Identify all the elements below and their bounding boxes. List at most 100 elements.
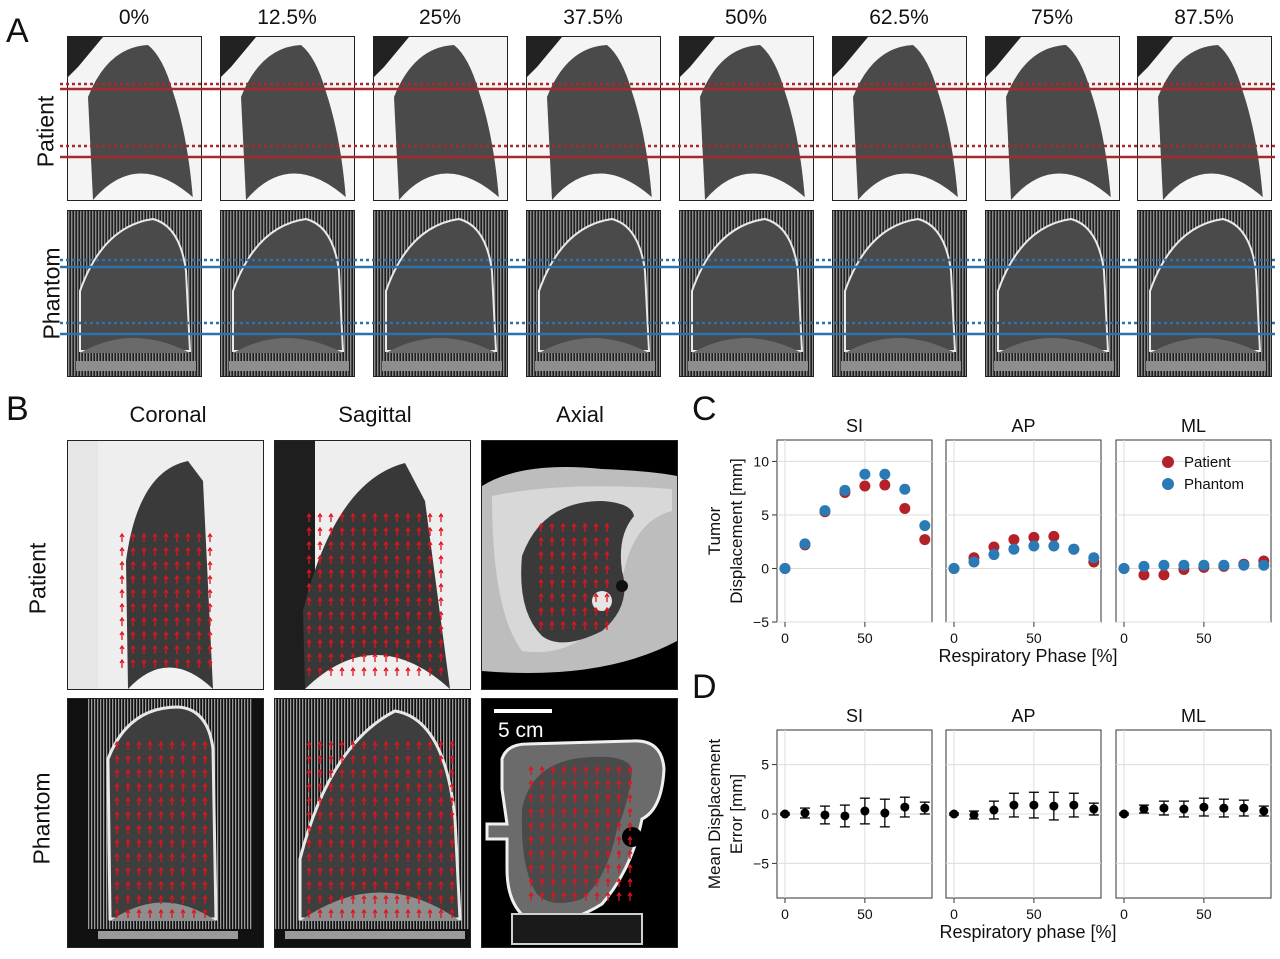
row-label-phantom-b: Phantom [28,772,55,865]
data-point [1028,531,1040,543]
subplot-title: SI [846,416,863,436]
patient-ct-tile [985,36,1120,201]
y-tick-label: 0 [761,806,769,822]
x-tick-label: 0 [781,630,789,646]
phantom-ct-tile [1137,210,1272,377]
y-tick-label: 5 [761,507,769,523]
data-point [1219,803,1229,813]
data-point [1089,804,1099,814]
data-point [1198,559,1210,571]
subplot-title: AP [1011,706,1035,726]
x-tick-label: 0 [781,906,789,922]
legend-marker [1162,456,1174,468]
data-point [948,562,960,574]
data-point [859,480,871,492]
phase-header: 12.5% [257,6,317,29]
patient-sagittal-image [274,440,471,690]
data-point [799,538,811,550]
tracking-lines [60,82,1275,336]
y-axis-label: Displacement [mm] [727,458,746,603]
phase-header: 87.5% [1174,6,1234,29]
data-point [819,505,831,517]
phantom-ct-tile [679,210,814,377]
chart-c: 0 50 −5 0 5 10 SI 0 50 AP 0 50 ML Tumor Displacement [… [705,416,1272,666]
data-point [989,805,999,815]
data-point [1048,530,1060,542]
chart-d: 0 50 −5 0 5 SI 0 50 AP 0 50 ML Mean Displacement Erro… [705,706,1272,942]
phantom-ct-tile [985,210,1120,377]
phantom-axial-image: 5 cm [481,698,678,948]
data-point [1159,803,1169,813]
data-point [1178,559,1190,571]
data-point [899,503,911,515]
data-point [1238,559,1250,571]
data-point [860,806,870,816]
phase-header: 50% [724,6,768,29]
phase-header: 75% [1030,6,1074,29]
data-point [1239,803,1249,813]
subplot-title: ML [1181,706,1206,726]
data-point [1008,534,1020,546]
legend-label: Phantom [1184,476,1244,493]
data-point [1029,800,1039,810]
data-point [900,802,910,812]
subplot-frame [1115,439,1272,623]
x-tick-label: 0 [1120,630,1128,646]
data-point [920,803,930,813]
data-point [1088,552,1100,564]
data-point [779,562,791,574]
y-tick-label: −5 [753,614,769,630]
data-point [879,479,891,491]
patient-axial-image [481,440,678,690]
row-label-patient-b: Patient [24,542,51,615]
data-point [1158,559,1170,571]
data-point [1028,540,1040,552]
x-tick-label: 0 [950,630,958,646]
data-point [969,810,979,820]
subplot-frame [945,439,1102,623]
patient-coronal-image [67,440,264,690]
y-tick-label: 5 [761,757,769,773]
panel-label-d: D [692,668,717,706]
data-point [1138,569,1150,581]
data-point [879,468,891,480]
y-axis-label: Tumor [705,506,724,555]
data-point [1008,543,1020,555]
data-point [1259,806,1269,816]
y-tick-label: −5 [753,855,769,871]
phantom-ct-tile [526,210,661,377]
phantom-ct-tile [220,210,355,377]
data-point [1048,540,1060,552]
data-point [1069,800,1079,810]
x-tick-label: 50 [1026,630,1042,646]
y-axis-label: Error [mm] [727,774,746,854]
data-point [968,556,980,568]
phase-header: 37.5% [563,6,623,29]
row-label-patient-a: Patient [32,95,59,168]
subplot-title: SI [846,706,863,726]
data-point [899,483,911,495]
data-point [1068,543,1080,555]
patient-ct-tile [67,36,202,201]
phantom-ct-tile [373,210,508,377]
phase-header: 0% [118,6,150,29]
phantom-sagittal-image [274,698,471,948]
patient-ct-tile [679,36,814,201]
data-point [1119,809,1129,819]
data-point [1049,801,1059,811]
data-point [1258,559,1270,571]
x-axis-label: Respiratory Phase [%] [938,646,1117,666]
x-axis-label: Respiratory phase [%] [939,922,1116,942]
phase-header: 62.5% [869,6,929,29]
panel-label-b: B [6,390,29,428]
col-label-sagittal: Sagittal [338,402,412,427]
data-point [1179,804,1189,814]
data-point [840,811,850,821]
y-tick-label: 0 [761,560,769,576]
phantom-coronal-image [67,698,264,948]
data-point [988,549,1000,561]
phantom-ct-tile [832,210,967,377]
data-point [919,520,931,532]
legend-label: Patient [1184,454,1232,471]
data-point [1139,804,1149,814]
